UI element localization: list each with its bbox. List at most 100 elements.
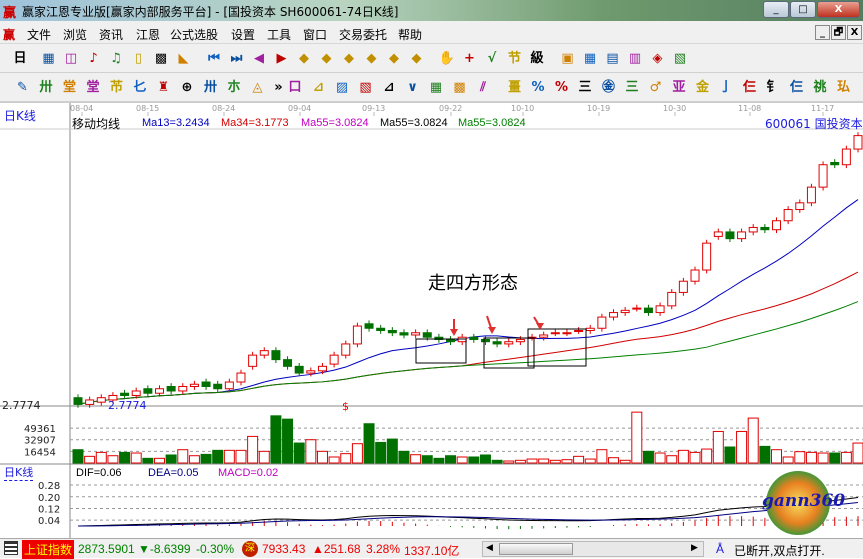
menu-item-0[interactable]: 文件 (27, 28, 52, 42)
percent-line-icon[interactable]: 三 (578, 80, 592, 95)
first-icon[interactable]: ⏮ (208, 51, 220, 66)
percent-icon[interactable]: % (554, 80, 569, 95)
line-j-icon[interactable]: 亅 (719, 80, 733, 95)
dif-line (77, 497, 859, 527)
mdi-minimize-button[interactable]: _ (815, 25, 830, 40)
trade-icon[interactable]: ▧ (673, 51, 687, 66)
zoom-out-icon[interactable]: ◆ (411, 51, 422, 66)
grid-icon[interactable]: 卅 (39, 80, 53, 95)
grid-red-icon[interactable]: ▦ (429, 80, 443, 95)
sh-index-change: ▼-8.6399 (138, 542, 191, 556)
prev-icon[interactable]: ◀ (254, 51, 264, 66)
angle-line-icon[interactable]: ⊿ (383, 80, 395, 95)
self-select-icon[interactable]: ◫ (64, 51, 78, 66)
expand-icon[interactable]: ◆ (344, 51, 354, 66)
scroll-right-icon[interactable]: ▶ (691, 542, 698, 552)
menu-item-9[interactable]: 帮助 (398, 28, 423, 42)
menu-item-5[interactable]: 设置 (231, 28, 256, 42)
menu-item-2[interactable]: 资讯 (99, 28, 124, 42)
scroll-left-icon[interactable]: ◀ (486, 542, 493, 552)
line-t-icon[interactable]: 仨 (789, 80, 803, 95)
wave-icon[interactable]: ∨ (407, 80, 418, 95)
minimize-button[interactable]: _ (763, 1, 789, 18)
draw-icon[interactable]: √ (487, 51, 497, 66)
left-diamond-icon[interactable]: ◆ (299, 51, 309, 66)
indicator-name[interactable]: 移动均线 (72, 117, 121, 131)
chart-icon[interactable]: ▦ (42, 51, 55, 66)
right-diamond-icon[interactable]: ◆ (321, 51, 332, 66)
section-icon[interactable]: 节 (507, 51, 521, 66)
calculator-icon[interactable]: ▦ (583, 51, 597, 66)
menu-item-4[interactable]: 公式选股 (170, 28, 219, 42)
index-name[interactable]: 上证指数 (22, 540, 75, 559)
kline-chart[interactable]: 08-04 08-15 08-24 09-04 09-13 09-22 10-10 10-19… (0, 102, 863, 539)
calculator-icon[interactable] (4, 541, 18, 555)
connection-status[interactable]: 已断开,双点打开. (734, 544, 825, 558)
fib-icon[interactable]: 芇 (109, 80, 123, 95)
volume-bar (398, 450, 410, 464)
hash-icon[interactable]: 卅 (203, 80, 217, 95)
menu-item-6[interactable]: 工具 (267, 28, 292, 42)
volume-bar (573, 455, 585, 464)
gold-coin-icon[interactable]: ㊎ (601, 80, 615, 95)
period-dropdown[interactable]: 日 (13, 51, 27, 66)
gann-box-icon[interactable]: ▧ (359, 80, 372, 95)
circle-icon[interactable]: ⊕ (181, 80, 193, 95)
cycle-icon[interactable]: 𠤎 (133, 80, 147, 95)
n2-icon[interactable]: 朩 (227, 80, 241, 95)
hand-icon[interactable]: ✋ (438, 51, 456, 66)
percent-red-icon[interactable]: % (531, 80, 545, 95)
notes-icon[interactable]: ▤ (606, 51, 619, 66)
horizontal-scrollbar[interactable]: ◀ ▶ (482, 541, 704, 557)
box-icon[interactable]: 口 (288, 80, 302, 95)
arrow-up-icon[interactable]: ♂ (649, 80, 662, 95)
candle-type-icon[interactable]: ▯ (134, 51, 143, 66)
line-f-icon[interactable]: 仨 (742, 80, 756, 95)
level-icon[interactable]: 級 (530, 51, 544, 66)
table-icon[interactable]: 畺 (507, 80, 521, 95)
network-icon[interactable]: ◈ (652, 51, 663, 66)
square-icon[interactable]: ▨ (335, 80, 349, 95)
gold-down-icon[interactable]: 金 (695, 80, 709, 95)
scroll-thumb[interactable] (499, 543, 573, 555)
grid-dark-icon[interactable]: ▩ (453, 80, 466, 95)
indicator3-icon[interactable]: ♪ (89, 51, 98, 66)
shrink-icon[interactable]: ◆ (366, 51, 377, 66)
zoom-in-icon[interactable]: ◆ (389, 51, 399, 66)
maximize-button[interactable]: □ (790, 1, 816, 18)
menu-item-3[interactable]: 江恩 (136, 28, 161, 42)
chart-canvas[interactable]: 08-04 08-15 08-24 09-04 09-13 09-22 10-10 10-19… (0, 103, 863, 539)
gold1-icon[interactable]: 堂 (62, 80, 76, 95)
next-icon[interactable]: ▶ (276, 51, 287, 66)
angle-icon[interactable]: ◬ (252, 80, 263, 95)
date-label: 08-15 (136, 104, 159, 113)
menu-item-7[interactable]: 窗口 (303, 28, 328, 42)
line-icon[interactable]: ♜ (157, 80, 170, 95)
more-tools-button[interactable]: » (274, 80, 283, 95)
line-4-icon[interactable]: 㺨 (836, 80, 850, 95)
fan-icon[interactable]: ⊿ (313, 80, 324, 95)
menu-item-8[interactable]: 交易委托 (339, 28, 388, 42)
candle (725, 231, 735, 240)
balance-icon[interactable]: 亚 (672, 80, 686, 95)
color-icon[interactable]: ◣ (178, 51, 189, 66)
save-icon[interactable]: ▥ (628, 51, 642, 66)
menu-item-1[interactable]: 浏览 (63, 28, 88, 42)
candle (306, 370, 316, 374)
gold2-icon[interactable]: 堂 (86, 80, 100, 95)
volume-bar (584, 458, 596, 464)
calendar-icon[interactable]: ▣ (561, 51, 574, 66)
mdi-close-button[interactable]: X (847, 25, 862, 40)
line-red-icon[interactable]: 祧 (813, 80, 827, 95)
close-button[interactable]: X (817, 1, 860, 18)
kline-icon[interactable]: ▩ (154, 51, 168, 66)
crosshair-icon[interactable]: + (464, 51, 475, 66)
pen-icon[interactable]: ✎ (17, 80, 28, 95)
last-icon[interactable]: ⏭ (230, 51, 243, 66)
indicator9-icon[interactable]: ♫ (110, 51, 122, 66)
line-gold-icon[interactable]: 钅 (766, 80, 780, 95)
mdi-restore-button[interactable]: 🗗 (831, 25, 846, 40)
gold-line-icon[interactable]: 三 (625, 80, 639, 95)
volume-bar (468, 456, 480, 464)
parallel-icon[interactable]: ⫽ (480, 80, 486, 95)
